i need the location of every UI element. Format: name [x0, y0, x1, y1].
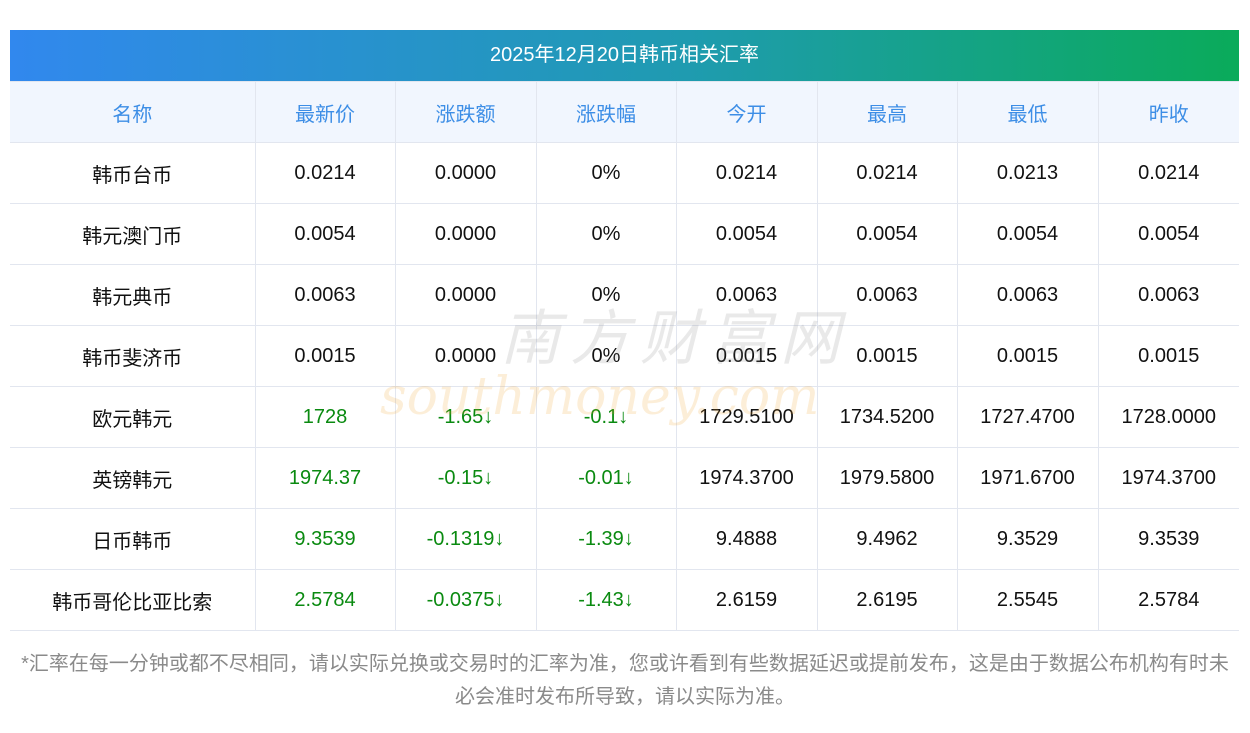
table-row: 韩币哥伦比亚比索 2.5784 -0.0375↓ -1.43↓ 2.6159 2.6195… [10, 569, 1239, 631]
rate-cell: 9.3529 [956, 508, 1099, 570]
rate-cell: 0% [535, 325, 677, 387]
rate-cell: 0.0000 [394, 142, 537, 204]
rate-cell: -0.1↓ [535, 386, 677, 448]
rate-cell: -1.43↓ [535, 569, 677, 631]
rate-cell: -0.1319↓ [394, 508, 537, 570]
rate-cell: 1734.5200 [816, 386, 958, 448]
rate-cell: 0% [535, 142, 677, 204]
rate-cell: 0.0054 [956, 203, 1099, 265]
rate-cell: 0.0015 [956, 325, 1099, 387]
rate-cell: 0.0054 [1097, 203, 1239, 265]
table-row: 日币韩币 9.3539 -0.1319↓ -1.39↓ 9.4888 9.4962 9.35… [10, 508, 1239, 570]
column-header: 涨跌额 [394, 81, 537, 143]
rate-cell: 0.0000 [394, 203, 537, 265]
rate-table-panel: 2025年12月20日韩币相关汇率 名称 最新价 涨跌额 涨跌幅 今开 最高 最低 昨收 韩币… [10, 30, 1239, 631]
currency-pair-name: 韩币斐济币 [10, 325, 256, 387]
rate-cell: -1.65↓ [394, 386, 537, 448]
rate-cell: 2.6195 [816, 569, 958, 631]
currency-pair-name: 韩元典币 [10, 264, 256, 326]
rate-cell: 9.4962 [816, 508, 958, 570]
rate-cell: 0.0063 [675, 264, 818, 326]
rate-cell: 0.0214 [675, 142, 818, 204]
column-header: 名称 [10, 81, 256, 143]
rate-cell: 1979.5800 [816, 447, 958, 509]
currency-pair-name: 韩币台币 [10, 142, 256, 204]
rate-cell: 1728.0000 [1097, 386, 1239, 448]
rate-cell: 0% [535, 203, 677, 265]
rate-cell: 1728 [254, 386, 396, 448]
rate-cell: 1974.3700 [1097, 447, 1239, 509]
rate-cell: 1974.3700 [675, 447, 818, 509]
currency-pair-name: 韩元澳门币 [10, 203, 256, 265]
table-header-row: 名称 最新价 涨跌额 涨跌幅 今开 最高 最低 昨收 [10, 81, 1239, 143]
rate-cell: -0.0375↓ [394, 569, 537, 631]
table-row: 韩元典币 0.0063 0.0000 0% 0.0063 0.0063 0.0063 0.00… [10, 264, 1239, 326]
rate-cell: 2.5784 [254, 569, 396, 631]
rate-cell: 0.0000 [394, 325, 537, 387]
rate-cell: 0.0213 [956, 142, 1099, 204]
rate-cell: -0.15↓ [394, 447, 537, 509]
rate-cell: -1.39↓ [535, 508, 677, 570]
column-header: 今开 [675, 81, 818, 143]
table-row: 韩元澳门币 0.0054 0.0000 0% 0.0054 0.0054 0.0054 0.0… [10, 203, 1239, 265]
table-row: 韩币台币 0.0214 0.0000 0% 0.0214 0.0214 0.0213 0.02… [10, 142, 1239, 204]
column-header: 昨收 [1097, 81, 1239, 143]
rate-cell: 1727.4700 [956, 386, 1099, 448]
rate-cell: 0.0000 [394, 264, 537, 326]
currency-pair-name: 日币韩币 [10, 508, 256, 570]
column-header: 最高 [816, 81, 958, 143]
rate-cell: 9.4888 [675, 508, 818, 570]
table-row: 欧元韩元 1728 -1.65↓ -0.1↓ 1729.5100 1734.5200 172… [10, 386, 1239, 448]
rate-cell: 2.6159 [675, 569, 818, 631]
rate-cell: 0.0063 [956, 264, 1099, 326]
rate-cell: 0.0214 [816, 142, 958, 204]
rate-cell: 0.0063 [816, 264, 958, 326]
rate-cell: 0.0054 [675, 203, 818, 265]
rate-cell: 9.3539 [1097, 508, 1239, 570]
rate-cell: 2.5545 [956, 569, 1099, 631]
currency-pair-name: 欧元韩元 [10, 386, 256, 448]
rate-cell: 0.0063 [254, 264, 396, 326]
rate-cell: 0.0015 [1097, 325, 1239, 387]
table-row: 英镑韩元 1974.37 -0.15↓ -0.01↓ 1974.3700 1979.580… [10, 447, 1239, 509]
rate-cell: -0.01↓ [535, 447, 677, 509]
rate-cell: 0.0214 [1097, 142, 1239, 204]
rate-cell: 1971.6700 [956, 447, 1099, 509]
rate-cell: 2.5784 [1097, 569, 1239, 631]
column-header: 涨跌幅 [535, 81, 677, 143]
rate-cell: 0.0054 [254, 203, 396, 265]
rate-cell: 0.0015 [254, 325, 396, 387]
table-row: 韩币斐济币 0.0015 0.0000 0% 0.0015 0.0015 0.0015 0.0… [10, 325, 1239, 387]
rate-cell: 0.0054 [816, 203, 958, 265]
column-header: 最低 [956, 81, 1099, 143]
rate-cell: 0% [535, 264, 677, 326]
rate-cell: 0.0063 [1097, 264, 1239, 326]
rate-table: 名称 最新价 涨跌额 涨跌幅 今开 最高 最低 昨收 韩币台币 0.0214 0.0000 0% 0.… [10, 81, 1239, 631]
rate-cell: 0.0214 [254, 142, 396, 204]
table-title: 2025年12月20日韩币相关汇率 [10, 30, 1239, 81]
rate-cell: 0.0015 [816, 325, 958, 387]
rate-cell: 1974.37 [254, 447, 396, 509]
rate-cell: 9.3539 [254, 508, 396, 570]
currency-pair-name: 韩币哥伦比亚比索 [10, 569, 256, 631]
rate-cell: 0.0015 [675, 325, 818, 387]
column-header: 最新价 [254, 81, 396, 143]
disclaimer-note: *汇率在每一分钟或都不尽相同，请以实际兑换或交易时的汇率为准，您或许看到有些数据… [21, 653, 1229, 708]
rate-cell: 1729.5100 [675, 386, 818, 448]
currency-pair-name: 英镑韩元 [10, 447, 256, 509]
